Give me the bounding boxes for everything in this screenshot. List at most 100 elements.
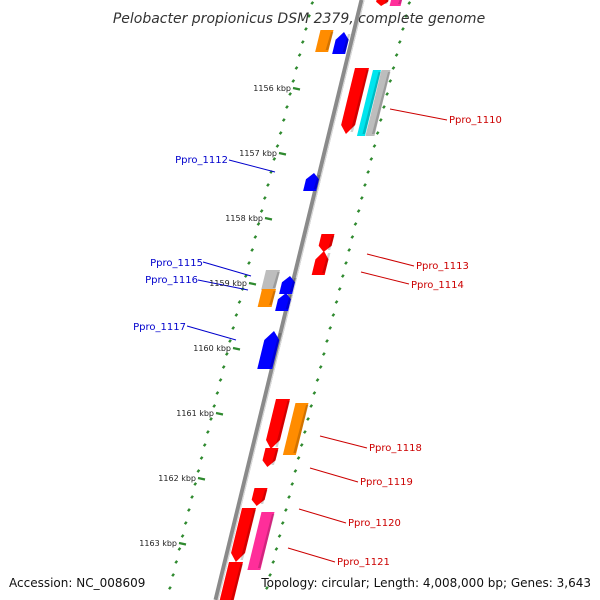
gene-label-ppro-1112[interactable]: Ppro_1112 [175, 155, 228, 166]
gene-label-ppro-1114[interactable]: Ppro_1114 [411, 280, 464, 291]
tick-dot [388, 79, 393, 83]
leader-ppro-1117 [186, 325, 237, 341]
gene-feature-ppro-1116-shade [269, 291, 276, 305]
leader-ppro-1112 [228, 159, 276, 173]
tick-dot [237, 300, 242, 304]
gene-feature-ppro-1120-shade [260, 490, 268, 504]
gene-label-ppro-1117[interactable]: Ppro_1117 [133, 322, 186, 333]
tick-dot [407, 1, 412, 5]
tick-dot [234, 313, 239, 317]
tick-dot [218, 378, 223, 382]
tick-dot [225, 352, 229, 356]
gene-feature-orange-1118 [282, 403, 309, 455]
kbp-tick-mark [292, 86, 301, 91]
gene-feature-ppro-1121-shade [240, 510, 256, 560]
tick-dot [304, 27, 308, 31]
label-leaders [186, 108, 448, 563]
tick-dot [307, 14, 311, 18]
tick-dot [288, 92, 292, 96]
tick-dot [310, 1, 315, 5]
gene-label-ppro-1120[interactable]: Ppro_1120 [348, 518, 401, 529]
gene-feature-ppro-1113 [318, 234, 335, 252]
tick-dot [177, 547, 182, 551]
tick-dot [309, 404, 314, 408]
kbp-label-1160: 1160 kbp [193, 344, 231, 353]
gene-feature-ppro-1112 [303, 173, 319, 191]
tick-dot [375, 131, 380, 135]
gene-feature-magenta [389, 0, 403, 6]
kbp-label-1161: 1161 kbp [176, 409, 214, 418]
gene-feature-orange-1118-shade [293, 405, 309, 453]
tick-dot [378, 118, 383, 122]
gene-label-ppro-1119[interactable]: Ppro_1119 [360, 477, 413, 488]
kbp-tick-mark [178, 541, 187, 546]
tick-dot [231, 326, 236, 330]
gene-feature-red [376, 0, 389, 6]
tick-dot [382, 105, 386, 109]
kbp-tick-mark [264, 216, 273, 221]
gene-feature-blue-small [279, 276, 295, 294]
gene-feature-cyan [356, 70, 381, 136]
tick-rings [168, 1, 412, 590]
tick-dot [297, 53, 302, 57]
tick-dot [280, 521, 285, 525]
gene-feature-ppro-1119 [262, 448, 279, 467]
tick-dot [294, 66, 299, 70]
tick-dot [356, 209, 361, 213]
tick-dot [277, 534, 282, 538]
tick-dot [340, 274, 345, 278]
tick-dot [372, 144, 377, 148]
tick-dot [278, 131, 283, 135]
kbp-tick-mark [197, 476, 206, 481]
tick-dot [262, 196, 267, 200]
gene-feature-ppro-1117-shade [269, 333, 282, 367]
tick-dot [250, 248, 255, 252]
gene-feature-ppro-1119-shade [271, 450, 279, 465]
tick-dot [325, 339, 329, 343]
gene-feature-blue-small-2 [275, 293, 291, 311]
gene-feature-red-shade [384, 0, 389, 4]
tick-dot [359, 196, 364, 200]
outer-tick-ring [265, 1, 412, 590]
gene-feature-ppro-1112-shade [313, 175, 321, 189]
gene-label-ppro-1110[interactable]: Ppro_1110 [449, 115, 502, 126]
tick-dot [404, 14, 408, 18]
gene-feature-gray-shade [371, 72, 391, 134]
tick-dot [209, 417, 213, 421]
gene-label-ppro-1121[interactable]: Ppro_1121 [337, 557, 390, 568]
leader-ppro-1119 [309, 467, 359, 483]
gene-label-ppro-1115[interactable]: Ppro_1115 [150, 258, 203, 269]
kbp-tick-mark [215, 411, 224, 416]
gene-label-ppro-1118[interactable]: Ppro_1118 [369, 443, 422, 454]
kbp-label-1159: 1159 kbp [209, 279, 247, 288]
leader-ppro-1118 [319, 435, 368, 449]
gene-label-ppro-1116[interactable]: Ppro_1116 [145, 275, 198, 286]
tick-dot [259, 209, 264, 213]
tick-dot [369, 157, 374, 161]
tick-dot [312, 391, 317, 395]
gene-label-ppro-1113[interactable]: Ppro_1113 [416, 261, 469, 272]
tick-dot [253, 235, 258, 239]
gene-feature-blue [332, 32, 349, 54]
tick-dot [275, 144, 280, 148]
gene-feature-magenta-1121 [247, 512, 275, 570]
tick-dot [187, 508, 191, 512]
tick-dot [174, 560, 179, 564]
tick-dot [347, 248, 352, 252]
inner-tick-ring [168, 1, 315, 590]
leader-ppro-1116 [197, 279, 249, 291]
tick-dot [391, 66, 396, 70]
tick-dot [206, 430, 210, 434]
tick-dot [291, 79, 296, 83]
kbp-label-1157: 1157 kbp [239, 149, 277, 158]
tick-dot [334, 300, 339, 304]
tick-dot [397, 40, 402, 44]
tick-dot [193, 482, 198, 486]
map-title: Pelobacter propionicus DSM 2379, complet… [113, 11, 485, 27]
tick-dot [256, 222, 261, 226]
tick-dot [401, 27, 405, 31]
tick-dot [180, 534, 185, 538]
tick-dot [290, 482, 295, 486]
tick-dot [265, 586, 269, 590]
tick-dot [212, 404, 217, 408]
